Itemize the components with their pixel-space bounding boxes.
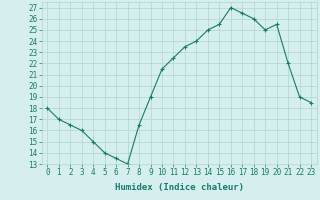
X-axis label: Humidex (Indice chaleur): Humidex (Indice chaleur) <box>115 183 244 192</box>
